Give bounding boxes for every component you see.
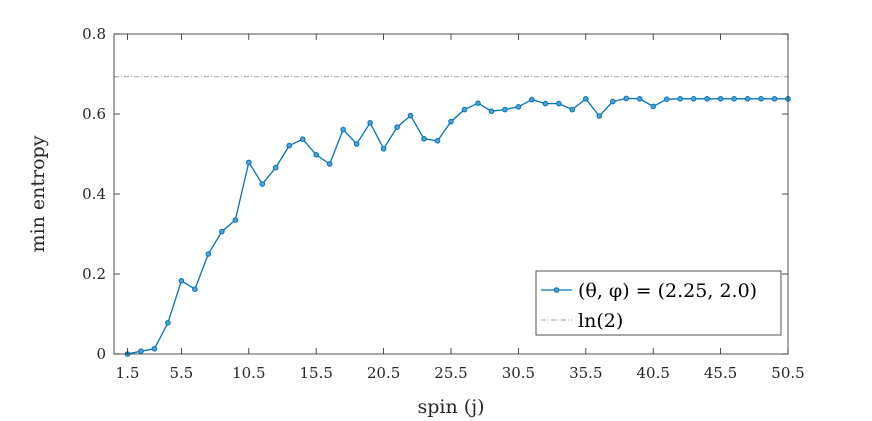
x-tick-label: 25.5 (434, 364, 467, 382)
data-point (636, 96, 643, 102)
data-point (367, 120, 373, 126)
y-tick-label: 0.6 (82, 105, 106, 123)
x-axis-title-var: (j) (464, 396, 485, 418)
y-tick-label: 0.4 (82, 185, 106, 203)
data-point (246, 159, 252, 166)
data-point (596, 113, 603, 119)
data-point (165, 320, 171, 326)
data-point (326, 161, 333, 167)
x-tick-label: 10.5 (232, 364, 265, 382)
data-point (448, 118, 454, 125)
data-point (677, 96, 683, 102)
legend-series-1-marker (553, 287, 560, 293)
data-point (650, 103, 657, 110)
y-tick-label: 0.8 (82, 25, 106, 43)
labels-layer: 1.5 5.5 10.5 15.5 20.5 25.5 30.5 35.5 40.5 45.5 50… (82, 25, 805, 382)
data-point (583, 96, 589, 102)
x-tick-label: 20.5 (367, 364, 400, 382)
legend-box (535, 270, 782, 336)
data-point (609, 98, 616, 105)
data-point (353, 141, 360, 147)
data-point (717, 96, 724, 102)
data-point (731, 96, 737, 102)
y-tick-label: 0.2 (82, 265, 106, 283)
data-point (286, 142, 293, 149)
data-point (421, 136, 427, 142)
axes-box (113, 33, 789, 355)
x-tick-label: 45.5 (704, 364, 737, 382)
data-point (313, 152, 320, 158)
data-point (488, 108, 495, 114)
x-axis-title-word: spin (418, 396, 464, 418)
data-point (529, 96, 535, 103)
x-tick-label: 15.5 (299, 364, 332, 382)
data-point (461, 106, 468, 113)
x-tick-label: 50.5 (771, 364, 804, 382)
x-tick-label: 1.5 (116, 364, 140, 382)
data-point (690, 96, 697, 102)
data-point (407, 112, 414, 119)
x-tick-label: 35.5 (569, 364, 602, 382)
data-point (380, 146, 387, 152)
data-point (259, 181, 266, 187)
legend: (θ, φ) = (2.25, 2.0) ln(2) (535, 270, 782, 336)
data-point (623, 95, 630, 102)
data-point (475, 100, 481, 106)
data-point (232, 217, 239, 223)
legend-series-2-label: ln(2) (578, 310, 623, 332)
legend-series-1-label: (θ, φ) = (2.25, 2.0) (578, 280, 757, 302)
data-point (758, 96, 764, 102)
x-tick-label: 5.5 (169, 364, 193, 382)
data-point (272, 164, 279, 171)
data-point (178, 278, 185, 284)
x-axis-title: spin (j) (418, 396, 485, 418)
x-tick-label: 40.5 (636, 364, 669, 382)
data-point (502, 106, 508, 113)
data-point (299, 136, 306, 142)
series-layer (114, 76, 791, 357)
data-point (434, 138, 441, 144)
data-point (138, 348, 144, 355)
y-axis-title: min entropy (27, 135, 49, 252)
data-point (569, 106, 576, 113)
data-point (704, 96, 710, 102)
data-point (771, 96, 778, 102)
data-point (515, 104, 522, 110)
y-tick-label: 0 (96, 345, 106, 363)
data-point (340, 126, 346, 133)
x-tick-label: 30.5 (502, 364, 535, 382)
data-point (663, 96, 670, 102)
data-point (205, 251, 212, 257)
data-point (151, 346, 158, 352)
data-point (219, 228, 225, 235)
data-point (192, 286, 198, 293)
data-point (556, 100, 562, 107)
data-point (394, 124, 400, 130)
data-point (744, 96, 751, 102)
data-point (542, 100, 549, 107)
